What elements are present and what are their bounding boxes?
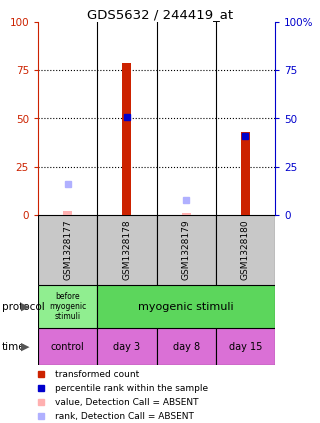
Bar [216, 328, 275, 365]
Text: protocol: protocol [2, 302, 44, 311]
Bar [63, 211, 72, 215]
Text: GSM1328180: GSM1328180 [241, 220, 250, 280]
Text: control: control [51, 341, 84, 352]
Bar [156, 328, 216, 365]
Text: ▶: ▶ [21, 302, 29, 311]
Text: time: time [2, 341, 25, 352]
Bar [241, 132, 250, 215]
Text: value, Detection Call = ABSENT: value, Detection Call = ABSENT [55, 398, 199, 407]
Bar [38, 215, 97, 285]
Bar [97, 285, 275, 328]
Text: day 8: day 8 [172, 341, 200, 352]
Bar [38, 285, 97, 328]
Text: rank, Detection Call = ABSENT: rank, Detection Call = ABSENT [55, 412, 194, 420]
Text: ▶: ▶ [21, 341, 29, 352]
Bar [156, 215, 216, 285]
Text: GSM1328177: GSM1328177 [63, 220, 72, 280]
Text: GSM1328178: GSM1328178 [122, 220, 132, 280]
Text: transformed count: transformed count [55, 370, 140, 379]
Text: percentile rank within the sample: percentile rank within the sample [55, 384, 208, 393]
Bar [38, 328, 97, 365]
Text: before
myogenic
stimuli: before myogenic stimuli [49, 291, 86, 321]
Text: day 15: day 15 [229, 341, 262, 352]
Bar [123, 63, 131, 215]
Bar [97, 215, 156, 285]
Bar [182, 213, 191, 215]
Bar [216, 215, 275, 285]
Text: day 3: day 3 [113, 341, 140, 352]
Text: myogenic stimuli: myogenic stimuli [138, 302, 234, 311]
Text: GDS5632 / 244419_at: GDS5632 / 244419_at [87, 8, 233, 21]
Text: GSM1328179: GSM1328179 [182, 220, 191, 280]
Bar [97, 328, 156, 365]
